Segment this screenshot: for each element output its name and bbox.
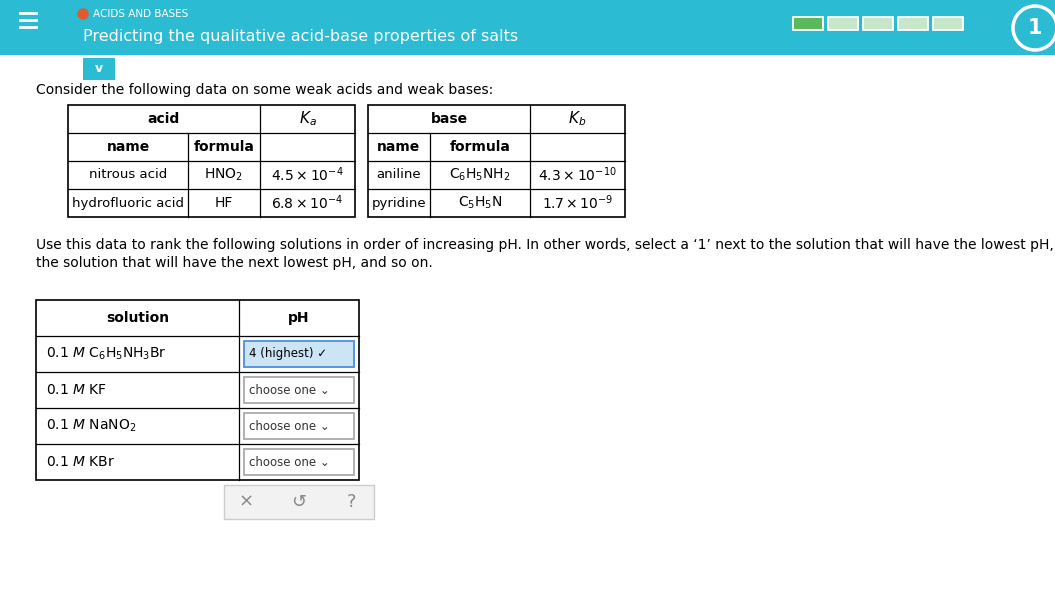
- Text: base: base: [430, 112, 467, 126]
- Text: solution: solution: [106, 311, 169, 325]
- Bar: [793, 17, 823, 30]
- Text: ?: ?: [347, 493, 357, 511]
- Bar: [933, 17, 963, 30]
- Bar: [244, 449, 354, 475]
- Text: hydrofluoric acid: hydrofluoric acid: [72, 197, 184, 210]
- Text: Use this data to rank the following solutions in order of increasing pH. In othe: Use this data to rank the following solu…: [36, 238, 1055, 252]
- Bar: [0, 0, 1055, 55]
- Text: HNO$_2$: HNO$_2$: [205, 167, 244, 183]
- Text: $1.7 \times 10^{-9}$: $1.7 \times 10^{-9}$: [542, 194, 613, 212]
- Text: choose one ⌄: choose one ⌄: [249, 420, 330, 433]
- Text: 0.1 $M$ KBr: 0.1 $M$ KBr: [46, 455, 115, 469]
- Text: aniline: aniline: [377, 169, 421, 181]
- Text: the solution that will have the next lowest pH, and so on.: the solution that will have the next low…: [36, 256, 433, 270]
- Text: 0.1 $M$ KF: 0.1 $M$ KF: [46, 383, 108, 397]
- Bar: [36, 300, 359, 480]
- Text: formula: formula: [193, 140, 254, 154]
- Text: Consider the following data on some weak acids and weak bases:: Consider the following data on some weak…: [36, 83, 494, 97]
- Bar: [244, 377, 354, 403]
- Text: ACIDS AND BASES: ACIDS AND BASES: [93, 9, 189, 19]
- Text: C$_6$H$_5$NH$_2$: C$_6$H$_5$NH$_2$: [449, 167, 511, 183]
- Bar: [244, 413, 354, 439]
- Bar: [828, 17, 858, 30]
- Text: acid: acid: [148, 112, 180, 126]
- Text: $K_b$: $K_b$: [569, 109, 587, 128]
- Bar: [898, 17, 928, 30]
- Bar: [368, 105, 625, 217]
- Text: choose one ⌄: choose one ⌄: [249, 384, 330, 397]
- Text: 4 (highest) ✓: 4 (highest) ✓: [249, 348, 327, 360]
- Text: 0.1 $M$ NaNO$_2$: 0.1 $M$ NaNO$_2$: [46, 418, 136, 434]
- Text: name: name: [107, 140, 150, 154]
- Text: $4.5 \times 10^{-4}$: $4.5 \times 10^{-4}$: [271, 166, 344, 185]
- Text: C$_5$H$_5$N: C$_5$H$_5$N: [458, 195, 502, 211]
- Text: formula: formula: [449, 140, 511, 154]
- Text: 0.1 $M$ C$_6$H$_5$NH$_3$Br: 0.1 $M$ C$_6$H$_5$NH$_3$Br: [46, 346, 167, 362]
- Bar: [83, 58, 115, 80]
- Bar: [244, 341, 354, 367]
- Circle shape: [78, 9, 88, 19]
- Text: $K_a$: $K_a$: [299, 109, 316, 128]
- Text: $6.8 \times 10^{-4}$: $6.8 \times 10^{-4}$: [271, 194, 344, 212]
- Text: Predicting the qualitative acid-base properties of salts: Predicting the qualitative acid-base pro…: [83, 29, 518, 43]
- Text: nitrous acid: nitrous acid: [89, 169, 167, 181]
- Text: pH: pH: [288, 311, 310, 325]
- Bar: [224, 485, 375, 519]
- Text: v: v: [95, 62, 103, 76]
- Text: ×: ×: [238, 493, 253, 511]
- Bar: [863, 17, 893, 30]
- Text: pyridine: pyridine: [371, 197, 426, 210]
- Text: name: name: [378, 140, 421, 154]
- Bar: [68, 105, 354, 217]
- Text: 1: 1: [1028, 18, 1042, 38]
- Text: HF: HF: [215, 196, 233, 210]
- Text: ↺: ↺: [291, 493, 307, 511]
- Circle shape: [1013, 6, 1055, 50]
- Text: $4.3 \times 10^{-10}$: $4.3 \times 10^{-10}$: [538, 166, 617, 185]
- Text: choose one ⌄: choose one ⌄: [249, 455, 330, 469]
